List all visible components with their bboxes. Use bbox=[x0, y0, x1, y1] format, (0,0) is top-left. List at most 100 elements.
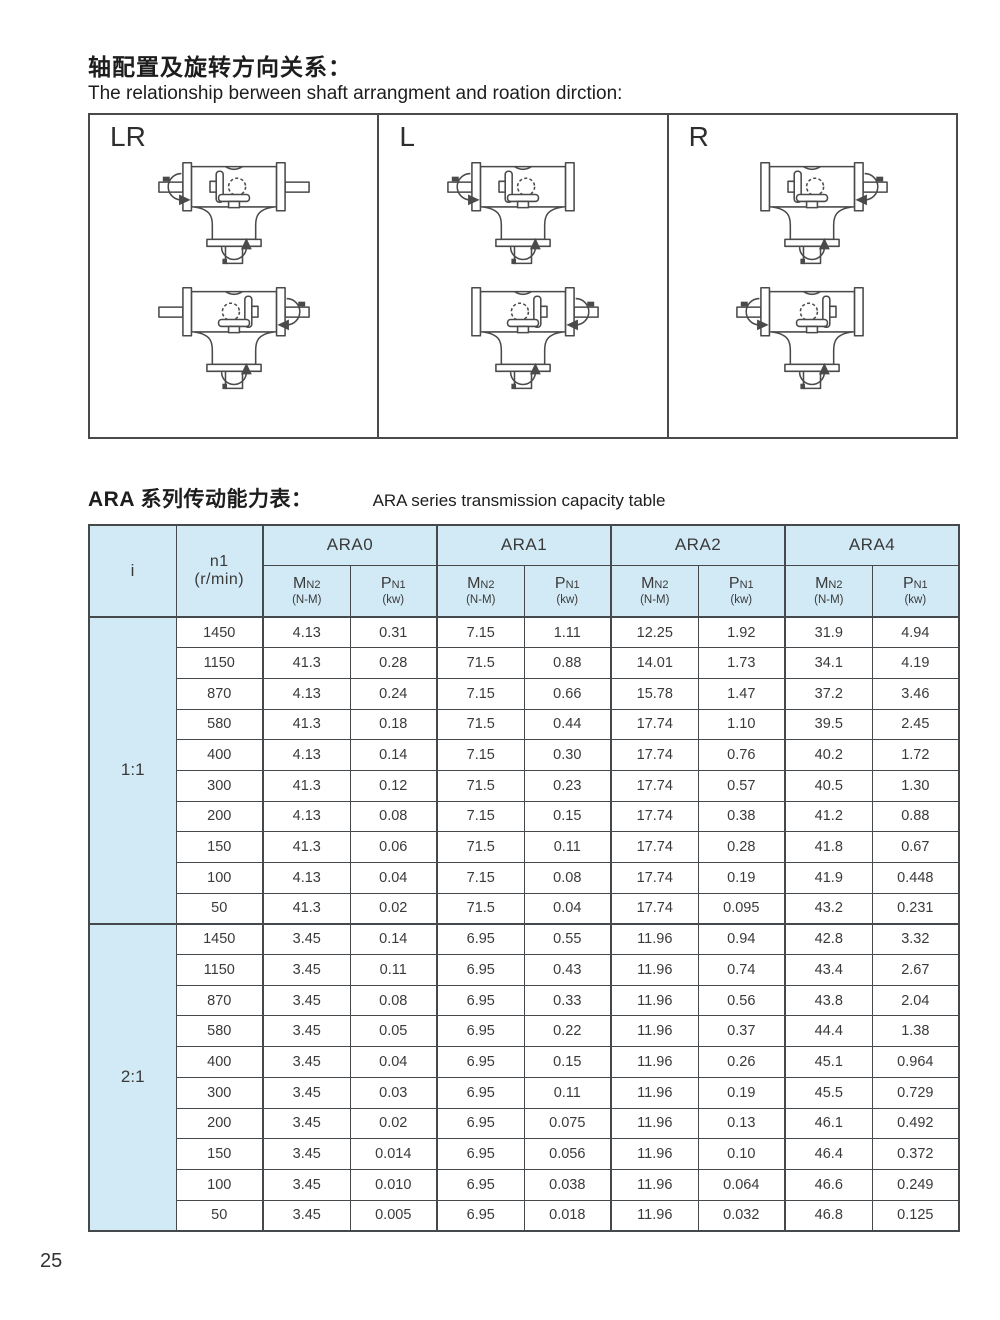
value-cell: 4.13 bbox=[262, 739, 351, 771]
speed-cell: 200 bbox=[175, 1107, 264, 1140]
table-row: 2:1 1450 3.45 0.14 6.95 0.55 11.96 0.94 42.8 3.32 bbox=[88, 922, 960, 1232]
table-row: 50 41.3 0.02 71.5 0.04 17.74 0.095 43.2 0.231 bbox=[89, 892, 960, 925]
value-cell: 0.24 bbox=[349, 677, 438, 710]
panel-label: R bbox=[688, 121, 709, 152]
value-cell: 0.10 bbox=[697, 1138, 786, 1170]
speed-cell: 870 bbox=[175, 677, 264, 710]
table-row: 580 3.45 0.05 6.95 0.22 11.96 0.37 44.4 1.38 bbox=[89, 1015, 960, 1048]
speed-cell: 870 bbox=[175, 984, 264, 1017]
value-cell: 41.8 bbox=[784, 831, 873, 863]
value-cell: 0.249 bbox=[871, 1168, 960, 1201]
value-cell: 6.95 bbox=[436, 1107, 525, 1140]
table-row: 870 4.13 0.24 7.15 0.66 15.78 1.47 37.2 3.46 bbox=[89, 677, 960, 710]
value-cell: 1.38 bbox=[871, 1015, 960, 1048]
gearbox-drawing bbox=[157, 286, 310, 390]
value-cell: 17.74 bbox=[610, 831, 699, 863]
value-cell: 0.056 bbox=[523, 1138, 612, 1170]
value-cell: 40.2 bbox=[784, 739, 873, 771]
table-row: 400 3.45 0.04 6.95 0.15 11.96 0.26 45.1 0.964 bbox=[89, 1046, 960, 1078]
value-cell: 4.13 bbox=[262, 677, 351, 710]
speed-cell: 100 bbox=[175, 862, 264, 894]
sub-header-mn2: MN2 (N-M) bbox=[436, 564, 525, 618]
value-cell: 0.28 bbox=[697, 831, 786, 863]
value-cell: 0.23 bbox=[523, 769, 612, 802]
value-cell: 41.3 bbox=[262, 647, 351, 679]
gearbox-drawing bbox=[760, 161, 889, 265]
sub-header-pn1: PN1 (kw) bbox=[871, 564, 960, 618]
value-cell: 11.96 bbox=[610, 1015, 699, 1048]
value-cell: 11.96 bbox=[610, 954, 699, 986]
value-cell: 0.19 bbox=[697, 1076, 786, 1109]
gearbox-drawing bbox=[471, 286, 599, 390]
value-cell: 6.95 bbox=[436, 922, 525, 956]
diagram-panel-l: L bbox=[377, 115, 666, 437]
value-cell: 0.57 bbox=[697, 769, 786, 802]
value-cell: 3.45 bbox=[262, 1168, 351, 1201]
value-cell: 0.018 bbox=[523, 1199, 612, 1232]
value-cell: 2.04 bbox=[871, 984, 960, 1017]
diagram-panel-r: R bbox=[666, 115, 956, 437]
speed-cell: 50 bbox=[175, 1199, 264, 1232]
panel-label: LR bbox=[110, 121, 146, 152]
value-cell: 0.66 bbox=[523, 677, 612, 710]
value-cell: 0.88 bbox=[871, 800, 960, 833]
speed-cell: 580 bbox=[175, 1015, 264, 1048]
shaft-arrangement-diagram: LR L R bbox=[88, 113, 958, 439]
value-cell: 0.13 bbox=[697, 1107, 786, 1140]
value-cell: 11.96 bbox=[610, 1046, 699, 1078]
value-cell: 6.95 bbox=[436, 1015, 525, 1048]
value-cell: 6.95 bbox=[436, 954, 525, 986]
sub-header-mn2: MN2 (N-M) bbox=[610, 564, 699, 618]
value-cell: 0.56 bbox=[697, 984, 786, 1017]
value-cell: 1.73 bbox=[697, 647, 786, 679]
value-cell: 17.74 bbox=[610, 892, 699, 925]
section-title-en: The relationship berween shaft arrangmen… bbox=[88, 83, 623, 104]
gearbox-drawing bbox=[157, 161, 310, 265]
value-cell: 0.075 bbox=[523, 1107, 612, 1140]
value-cell: 3.45 bbox=[262, 1015, 351, 1048]
value-cell: 17.74 bbox=[610, 769, 699, 802]
value-cell: 0.11 bbox=[523, 1076, 612, 1109]
table-row: 150 3.45 0.014 6.95 0.056 11.96 0.10 46.4 0.372 bbox=[89, 1138, 960, 1170]
value-cell: 43.4 bbox=[784, 954, 873, 986]
value-cell: 0.74 bbox=[697, 954, 786, 986]
value-cell: 43.8 bbox=[784, 984, 873, 1017]
table-row: 200 4.13 0.08 7.15 0.15 17.74 0.38 41.2 0.88 bbox=[89, 800, 960, 833]
value-cell: 11.96 bbox=[610, 1199, 699, 1232]
diagram-panel-lr: LR bbox=[90, 115, 377, 437]
value-cell: 2.45 bbox=[871, 708, 960, 741]
value-cell: 0.04 bbox=[349, 1046, 438, 1078]
value-cell: 0.88 bbox=[523, 647, 612, 679]
value-cell: 34.1 bbox=[784, 647, 873, 679]
value-cell: 3.45 bbox=[262, 1046, 351, 1078]
value-cell: 17.74 bbox=[610, 708, 699, 741]
value-cell: 71.5 bbox=[436, 769, 525, 802]
speed-cell: 300 bbox=[175, 1076, 264, 1109]
value-cell: 6.95 bbox=[436, 984, 525, 1017]
table-title: ARA 系列传动能力表： ARA series transmission cap… bbox=[88, 483, 958, 513]
value-cell: 0.28 bbox=[349, 647, 438, 679]
gearbox-drawing bbox=[447, 161, 575, 265]
value-cell: 3.46 bbox=[871, 677, 960, 710]
table-row: 100 4.13 0.04 7.15 0.08 17.74 0.19 41.9 0.448 bbox=[89, 862, 960, 894]
value-cell: 0.05 bbox=[349, 1015, 438, 1048]
value-cell: 31.9 bbox=[784, 616, 873, 649]
value-cell: 11.96 bbox=[610, 1076, 699, 1109]
panel-label: L bbox=[399, 121, 415, 152]
speed-cell: 300 bbox=[175, 769, 264, 802]
value-cell: 17.74 bbox=[610, 862, 699, 894]
section-title-zh: 轴配置及旋转方向关系： bbox=[88, 54, 352, 80]
speed-cell: 1150 bbox=[175, 954, 264, 986]
value-cell: 0.15 bbox=[523, 1046, 612, 1078]
value-cell: 71.5 bbox=[436, 708, 525, 741]
value-cell: 0.03 bbox=[349, 1076, 438, 1109]
value-cell: 0.12 bbox=[349, 769, 438, 802]
value-cell: 6.95 bbox=[436, 1046, 525, 1078]
value-cell: 41.3 bbox=[262, 769, 351, 802]
value-cell: 7.15 bbox=[436, 862, 525, 894]
value-cell: 0.94 bbox=[697, 922, 786, 956]
table-row: 300 41.3 0.12 71.5 0.23 17.74 0.57 40.5 1.30 bbox=[89, 769, 960, 802]
sub-header-pn1: PN1 (kw) bbox=[697, 564, 786, 618]
table-title-zh: ARA 系列传动能力表： bbox=[88, 488, 313, 511]
